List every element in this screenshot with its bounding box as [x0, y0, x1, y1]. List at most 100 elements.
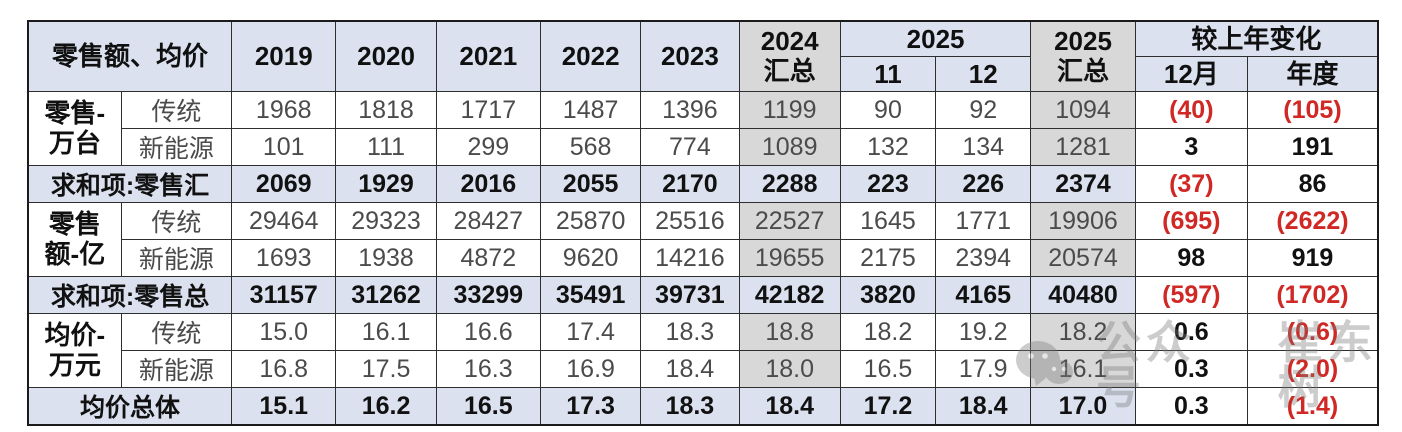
table-row-sum: 均价总体 15.1 16.2 16.5 17.3 18.3 18.4 17.2 …	[27, 387, 1379, 426]
table-cell: (40)	[1134, 91, 1248, 129]
table-row: 新能源 1693 1938 4872 9620 14216 19655 2175…	[28, 239, 1379, 277]
table-cell: 18.4	[640, 350, 740, 388]
table-cell: 29464	[231, 202, 337, 240]
table-cell: 19.2	[935, 313, 1032, 351]
table-cell: 1094	[1030, 91, 1136, 129]
table-cell: 18.4	[738, 387, 841, 426]
table-cell: 17.9	[935, 350, 1032, 388]
row-group-label-line1: 零售-	[44, 97, 106, 128]
table-cell: 28427	[435, 202, 541, 240]
table-cell: 0.3	[1134, 387, 1248, 426]
table-cell: 39731	[640, 276, 740, 314]
header-change-year: 年度	[1246, 56, 1379, 92]
table-cell: 18.8	[738, 313, 841, 351]
row-group-label-retail-value: 零售 额-亿	[27, 202, 122, 277]
table-cell: 35491	[539, 276, 642, 314]
header-2022: 2022	[539, 20, 642, 92]
table-cell: 1929	[335, 165, 437, 203]
header-2020: 2020	[335, 20, 437, 92]
table-cell: 1199	[738, 91, 841, 129]
table-cell: 16.5	[435, 387, 541, 426]
row-label: 传统	[120, 313, 233, 351]
table-cell: 16.1	[335, 313, 437, 351]
header-2024-total: 2024 汇总	[738, 20, 841, 92]
table-cell: (597)	[1134, 276, 1248, 314]
table-cell: 1487	[539, 91, 642, 129]
table-cell: 4872	[435, 239, 541, 277]
table-cell: 2170	[640, 165, 740, 203]
header-row-2: 11 12 12月 年度	[28, 56, 1379, 92]
header-2024-total-line1: 2024	[760, 26, 819, 57]
header-month-12: 12	[935, 56, 1032, 92]
header-change-dec: 12月	[1134, 56, 1248, 92]
table-cell: (0.6)	[1246, 313, 1379, 351]
table-cell: (2622)	[1246, 202, 1379, 240]
table-cell: 92	[935, 91, 1032, 129]
table-cell: 20574	[1030, 239, 1136, 277]
header-2025-total-line1: 2025	[1054, 26, 1112, 57]
table-cell: 90	[839, 91, 937, 129]
table-cell: 19655	[738, 239, 841, 277]
table-cell: 18.4	[935, 387, 1032, 426]
header-2019: 2019	[231, 20, 337, 92]
table-cell: 16.8	[231, 350, 337, 388]
table-cell: (1702)	[1246, 276, 1379, 314]
row-group-label-avg-price: 均价- 万元	[27, 313, 122, 388]
header-change-group: 较上年变化	[1134, 20, 1379, 57]
table-cell: 299	[435, 128, 541, 166]
table-cell: 18.0	[738, 350, 841, 388]
table-cell: (105)	[1246, 91, 1379, 129]
table-cell: 226	[935, 165, 1032, 203]
row-group-label-line2: 万元	[48, 349, 101, 380]
header-corner: 零售额、均价	[27, 20, 233, 92]
row-group-label-line2: 万台	[48, 127, 101, 158]
table-cell: 16.9	[539, 350, 642, 388]
header-month-11: 11	[839, 56, 937, 92]
sum-row-label: 求和项:零售总	[27, 276, 233, 314]
table-cell: 223	[839, 165, 937, 203]
table-cell: 1089	[738, 128, 841, 166]
table-cell: 2069	[231, 165, 337, 203]
table-cell: 2016	[435, 165, 541, 203]
header-2021: 2021	[435, 20, 541, 92]
table-cell: 22527	[738, 202, 841, 240]
table-cell: 1693	[231, 239, 337, 277]
table-cell: 18.3	[640, 313, 740, 351]
table-cell: 568	[539, 128, 642, 166]
table-cell: 1717	[435, 91, 541, 129]
sum-row-label: 均价总体	[27, 387, 233, 426]
table-cell: 1645	[839, 202, 937, 240]
table-cell: 0.3	[1134, 350, 1248, 388]
table-cell: 29323	[335, 202, 437, 240]
table-cell: (695)	[1134, 202, 1248, 240]
table-cell: 3820	[839, 276, 937, 314]
table-cell: 132	[839, 128, 937, 166]
table-cell: 16.3	[435, 350, 541, 388]
table-cell: (2.0)	[1246, 350, 1379, 388]
table-cell: 15.0	[231, 313, 337, 351]
table-row: 均价- 万元 传统 15.0 16.1 16.6 17.4 18.3 18.8 …	[27, 313, 1379, 388]
table-cell: (37)	[1134, 165, 1248, 203]
table-cell: 25870	[539, 202, 642, 240]
table-cell: 15.1	[231, 387, 337, 426]
table-cell: 101	[231, 128, 337, 166]
table-cell: 4165	[935, 276, 1032, 314]
table-row: 新能源 16.8 17.5 16.3 16.9 18.4 18.0 16.5 1…	[28, 350, 1379, 388]
table-row-sum: 求和项:零售总 31157 31262 33299 35491 39731 42…	[27, 276, 1379, 314]
row-label: 新能源	[120, 128, 233, 166]
table-row: 零售- 万台 传统 1968 1818 1717 1487 1396 1199 …	[27, 91, 1379, 166]
table-cell: 111	[335, 128, 437, 166]
table-cell: 0.6	[1134, 313, 1248, 351]
table-cell: 774	[640, 128, 740, 166]
header-2025-total-line2: 汇总	[1057, 55, 1110, 86]
row-group-label-line2: 额-亿	[44, 238, 106, 269]
table-cell: 1938	[335, 239, 437, 277]
table-cell: (1.4)	[1246, 387, 1379, 426]
table-cell: 17.5	[335, 350, 437, 388]
table-cell: 16.1	[1030, 350, 1136, 388]
table-cell: 2288	[738, 165, 841, 203]
table-cell: 17.3	[539, 387, 642, 426]
table-cell: 18.2	[839, 313, 937, 351]
row-label: 新能源	[120, 239, 233, 277]
header-row-1: 零售额、均价 2019 2020 2021 2022 2023 2024 汇总 …	[27, 20, 1379, 92]
